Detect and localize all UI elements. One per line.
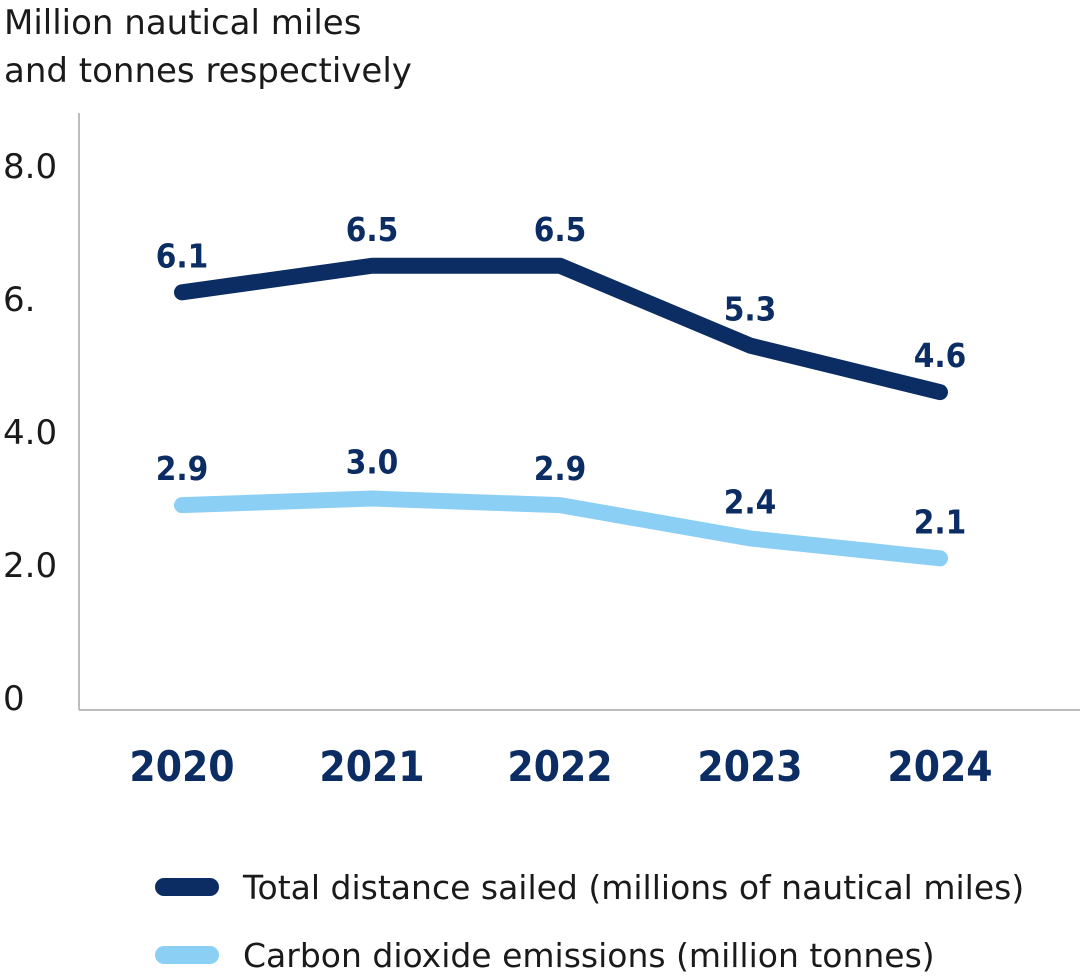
- data-label: 6.1: [156, 236, 209, 275]
- x-tick-label: 2023: [697, 742, 802, 791]
- data-label: 6.5: [346, 210, 399, 249]
- y-tick-label: 8.0: [3, 147, 57, 187]
- series-lines: [174, 257, 948, 567]
- data-label: 2.9: [156, 449, 209, 488]
- series-line-1: [174, 257, 948, 401]
- series-line-2: [174, 490, 948, 567]
- legend-label: Carbon dioxide emissions (million tonnes…: [243, 936, 935, 975]
- data-label: 3.0: [346, 443, 399, 482]
- y-tick-label: 6.: [3, 280, 35, 320]
- y-axis-title-line1: Million nautical miles: [4, 3, 361, 43]
- axes: 0 2.0 4.0 6. 8.0 2020 2021 2022 2023 2024: [3, 113, 1080, 791]
- x-tick-label: 2021: [319, 742, 424, 791]
- data-label: 2.1: [914, 502, 967, 541]
- x-tick-label: 2022: [507, 742, 612, 791]
- x-tick-label: 2020: [129, 742, 234, 791]
- data-label: 6.5: [534, 210, 587, 249]
- y-tick-label: 2.0: [3, 546, 57, 586]
- data-label: 2.9: [534, 449, 587, 488]
- legend: Total distance sailed (millions of nauti…: [155, 868, 1024, 975]
- data-labels: 6.1 6.5 6.5 5.3 4.6 2.9 3.0 2.9 2.4 2.1: [156, 210, 967, 542]
- data-label: 4.6: [914, 336, 967, 375]
- legend-label: Total distance sailed (millions of nauti…: [242, 868, 1024, 907]
- data-label: 5.3: [724, 290, 777, 329]
- y-tick-label: 0: [3, 679, 25, 719]
- data-label: 2.4: [724, 482, 777, 521]
- y-tick-label: 4.0: [3, 413, 57, 453]
- y-axis-title-line2: and tonnes respectively: [4, 51, 412, 91]
- x-tick-label: 2024: [887, 742, 992, 791]
